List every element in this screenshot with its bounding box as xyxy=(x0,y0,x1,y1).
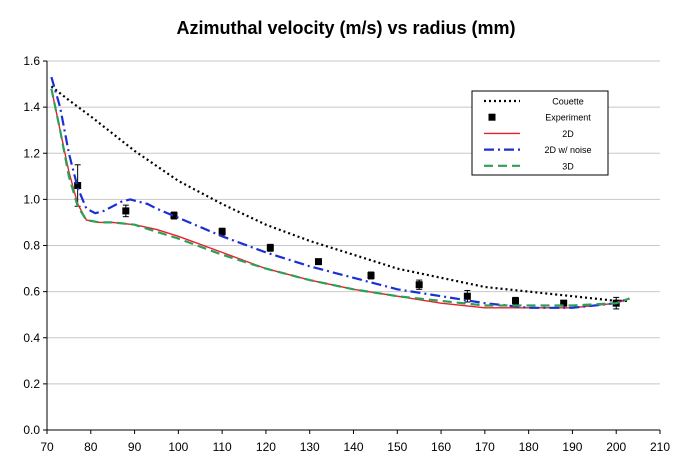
series-2d-w-noise-line xyxy=(50,76,630,309)
legend-label-2d-w-noise: 2D w/ noise xyxy=(544,145,591,155)
x-tick-label: 130 xyxy=(300,440,320,454)
legend-label-2d: 2D xyxy=(562,129,574,139)
x-tick-label: 70 xyxy=(40,440,54,454)
y-tick-label: 1.6 xyxy=(23,54,40,68)
x-tick-label: 80 xyxy=(84,440,98,454)
legend: Couette Experiment 2D 2D w/ noise 3D xyxy=(471,90,609,176)
experiment-point xyxy=(170,212,178,220)
series-experiment xyxy=(74,164,620,310)
x-tick-label: 110 xyxy=(213,440,232,454)
y-tick-label: 1.4 xyxy=(23,100,40,114)
x-tick-label: 90 xyxy=(128,440,142,454)
legend-label-couette: Couette xyxy=(552,97,584,107)
y-tick-label: 0.4 xyxy=(23,331,40,345)
x-tick-label: 210 xyxy=(650,440,670,454)
legend-symbol-experiment xyxy=(488,113,496,121)
x-tick-label: 180 xyxy=(519,440,539,454)
y-tick-label: 1.2 xyxy=(23,146,40,160)
legend-label-3d: 3D xyxy=(562,161,574,171)
experiment-point xyxy=(367,271,375,279)
x-tick-label: 160 xyxy=(431,440,451,454)
y-tick-label: 0.0 xyxy=(23,423,40,437)
x-tick-label: 100 xyxy=(168,440,188,454)
experiment-point xyxy=(122,207,130,215)
x-tick-label: 200 xyxy=(606,440,626,454)
y-tick-label: 0.6 xyxy=(23,285,40,299)
experiment-point xyxy=(218,228,226,236)
axes: 0.0 0.2 0.4 0.6 0.8 1.0 1.2 1.4 1.6 70 80 90 100 110 1… xyxy=(23,54,670,454)
experiment-point xyxy=(560,299,568,307)
chart-title: Azimuthal velocity (m/s) vs radius (mm) xyxy=(176,18,516,38)
x-tick-label: 120 xyxy=(256,440,276,454)
x-tick-label: 190 xyxy=(562,440,582,454)
data-series xyxy=(50,76,630,310)
experiment-point xyxy=(266,244,274,252)
y-tick-label: 1.0 xyxy=(23,192,40,206)
experiment-point xyxy=(314,258,322,266)
x-tick-label: 170 xyxy=(475,440,495,454)
legend-label-experiment: Experiment xyxy=(545,113,591,123)
y-tick-label: 0.8 xyxy=(23,239,40,253)
x-tick-label: 150 xyxy=(387,440,407,454)
series-2d-line xyxy=(50,88,630,309)
y-tick-label: 0.2 xyxy=(23,377,40,391)
series-3d-line xyxy=(50,88,630,307)
experiment-point xyxy=(74,182,82,190)
x-tick-label: 140 xyxy=(343,440,363,454)
experiment-point xyxy=(415,281,423,289)
experiment-point xyxy=(463,292,471,300)
series-couette-line xyxy=(50,85,630,302)
experiment-point xyxy=(512,297,520,305)
